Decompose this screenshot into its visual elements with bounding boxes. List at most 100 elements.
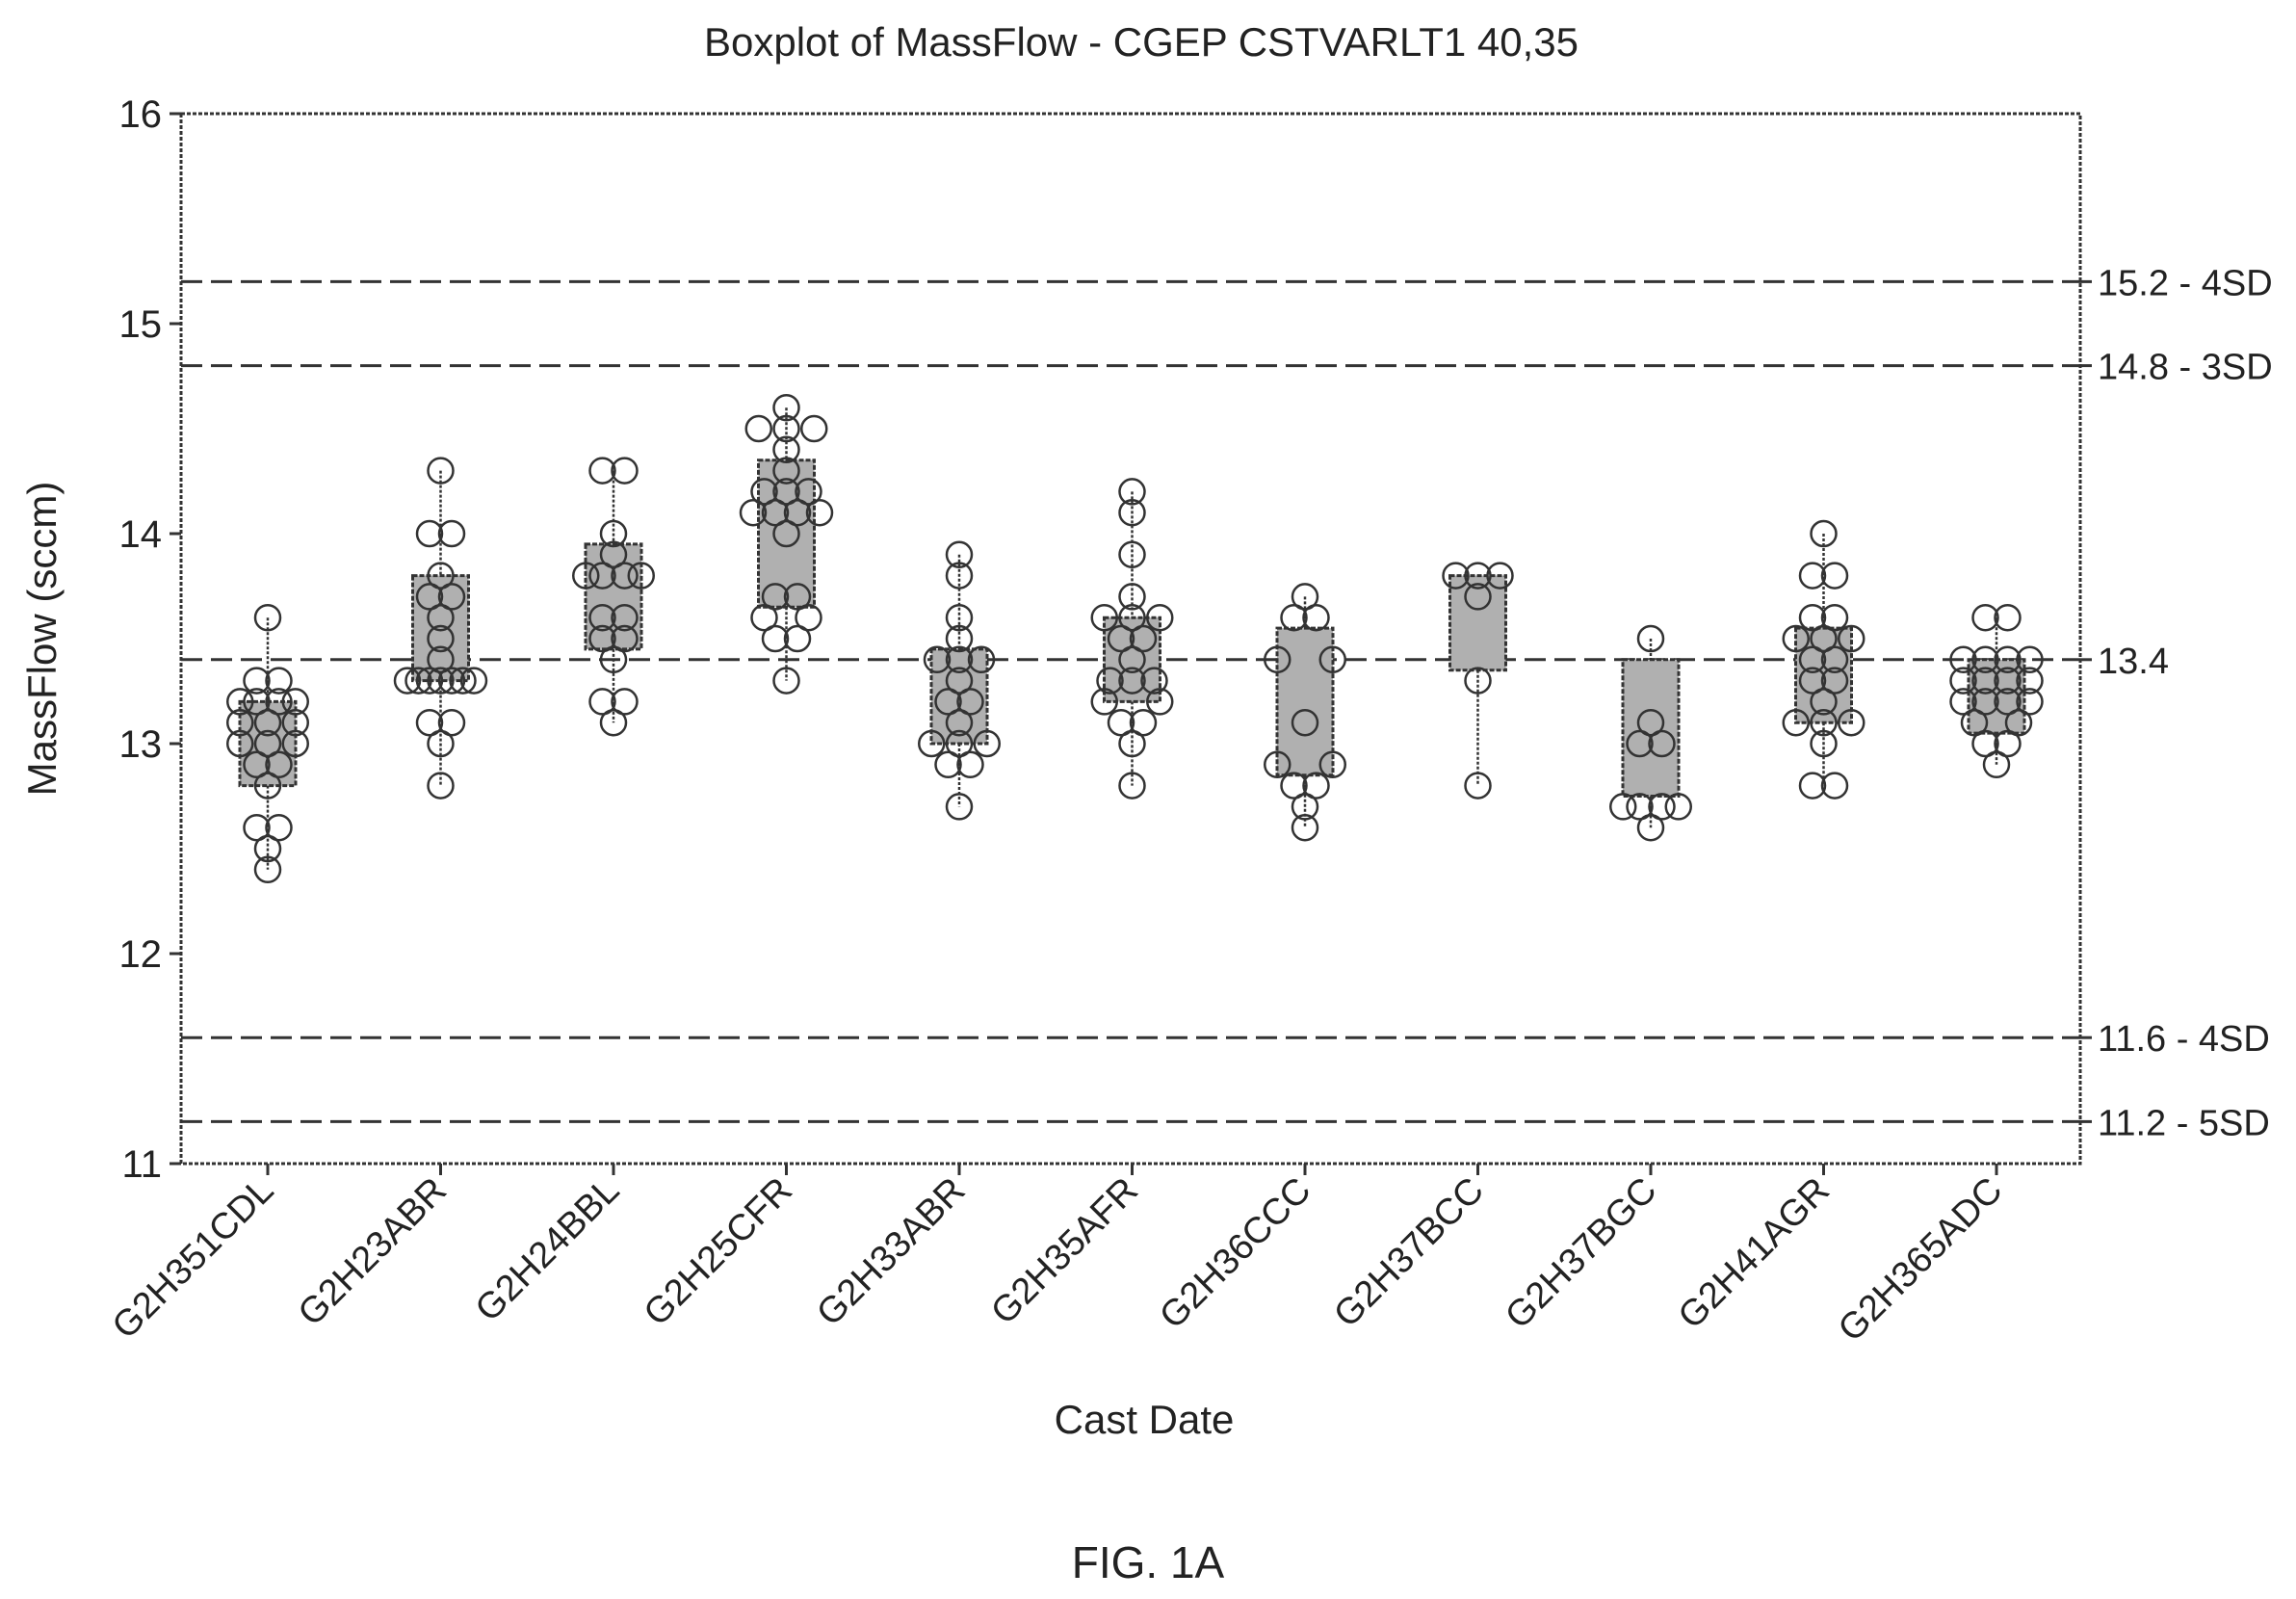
data-point	[1442, 562, 1470, 590]
data-point	[611, 624, 639, 653]
reference-label: 13.4	[2098, 642, 2169, 682]
data-point	[1291, 813, 1319, 842]
data-point	[956, 750, 984, 779]
data-point	[1636, 813, 1665, 842]
data-point	[1118, 498, 1146, 527]
data-point	[795, 603, 822, 632]
data-point	[1118, 729, 1146, 758]
data-point	[1798, 667, 1827, 695]
data-point	[1090, 603, 1118, 632]
data-point	[415, 583, 444, 611]
data-point	[761, 498, 790, 527]
data-point	[1090, 688, 1118, 716]
x-tick-label: G2H36CCC	[1152, 1170, 1318, 1337]
data-point	[1820, 603, 1849, 632]
data-point	[945, 667, 974, 695]
data-point	[437, 667, 466, 695]
chart-title: Boxplot of MassFlow - CGEP CSTVARLT1 40,…	[704, 19, 1578, 65]
data-point	[281, 729, 309, 758]
data-point	[1664, 793, 1692, 821]
data-point	[1291, 708, 1319, 737]
data-point	[611, 457, 639, 485]
y-tick-label: 11	[121, 1143, 162, 1186]
reference-label: 11.2 - 5SD	[2098, 1103, 2270, 1143]
data-point	[437, 583, 466, 611]
data-point	[1810, 729, 1838, 758]
data-point	[253, 708, 282, 737]
x-tick-label: G2H41AGR	[1671, 1170, 1838, 1337]
data-point	[1838, 708, 1866, 737]
data-point	[415, 667, 444, 695]
data-point	[1648, 793, 1676, 821]
data-point	[1291, 793, 1319, 821]
data-point	[1838, 624, 1866, 653]
data-point	[226, 729, 254, 758]
data-point	[783, 498, 812, 527]
data-point	[1782, 708, 1810, 737]
data-point	[1810, 688, 1838, 716]
box	[1448, 574, 1507, 672]
data-point	[1994, 645, 2022, 674]
data-point	[588, 624, 616, 653]
data-point	[800, 414, 828, 443]
data-point	[1949, 667, 1977, 695]
data-point	[427, 603, 455, 632]
data-points	[226, 393, 2044, 884]
data-point	[2016, 688, 2044, 716]
data-point	[750, 603, 778, 632]
data-point	[739, 498, 768, 527]
data-point	[611, 688, 639, 716]
data-point	[253, 834, 282, 863]
data-point	[1971, 688, 1999, 716]
data-point	[449, 667, 477, 695]
data-point	[772, 393, 800, 422]
y-tick-label: 15	[119, 303, 163, 346]
data-point	[243, 750, 271, 779]
data-point	[281, 708, 309, 737]
data-point	[783, 583, 812, 611]
data-point	[1118, 583, 1146, 611]
data-point	[1302, 603, 1330, 632]
data-point	[588, 562, 616, 590]
data-point	[588, 603, 616, 632]
data-point	[945, 540, 974, 569]
y-axis: 11 12 13 14 15 16	[119, 93, 181, 1186]
data-point	[945, 729, 974, 758]
data-point	[945, 624, 974, 653]
x-tick-label: G2H37BCC	[1326, 1170, 1492, 1336]
data-point	[253, 729, 282, 758]
x-tick-label: G2H37BGC	[1498, 1170, 1664, 1337]
data-point	[1971, 603, 1999, 632]
data-point	[393, 667, 422, 695]
data-point	[427, 457, 455, 485]
data-point	[437, 708, 466, 737]
data-point	[1820, 667, 1849, 695]
data-point	[1464, 562, 1492, 590]
data-point	[1798, 603, 1827, 632]
data-point	[772, 519, 800, 548]
data-point	[945, 562, 974, 590]
data-point	[427, 729, 455, 758]
data-point	[744, 414, 772, 443]
data-point	[427, 624, 455, 653]
reference-label: 15.2 - 4SD	[2098, 263, 2273, 303]
data-point	[772, 435, 800, 464]
reference-lines: 15.2 - 4SD 14.8 - 3SD 13.4 11.6 - 4SD 11.2 -…	[181, 263, 2273, 1143]
data-point	[1280, 772, 1308, 800]
data-point	[1971, 667, 1999, 695]
data-point	[1486, 562, 1514, 590]
x-tick-label: G2H35AFR	[983, 1170, 1146, 1333]
data-point	[1648, 729, 1676, 758]
data-point	[1129, 624, 1158, 653]
data-point	[1118, 772, 1146, 800]
data-point	[253, 603, 282, 632]
data-point	[243, 667, 271, 695]
data-point	[1820, 645, 1849, 674]
reference-label: 14.8 - 3SD	[2098, 348, 2273, 388]
data-point	[1994, 667, 2022, 695]
data-point	[945, 793, 974, 821]
data-point	[404, 667, 432, 695]
data-point	[1464, 583, 1492, 611]
data-point	[265, 750, 293, 779]
